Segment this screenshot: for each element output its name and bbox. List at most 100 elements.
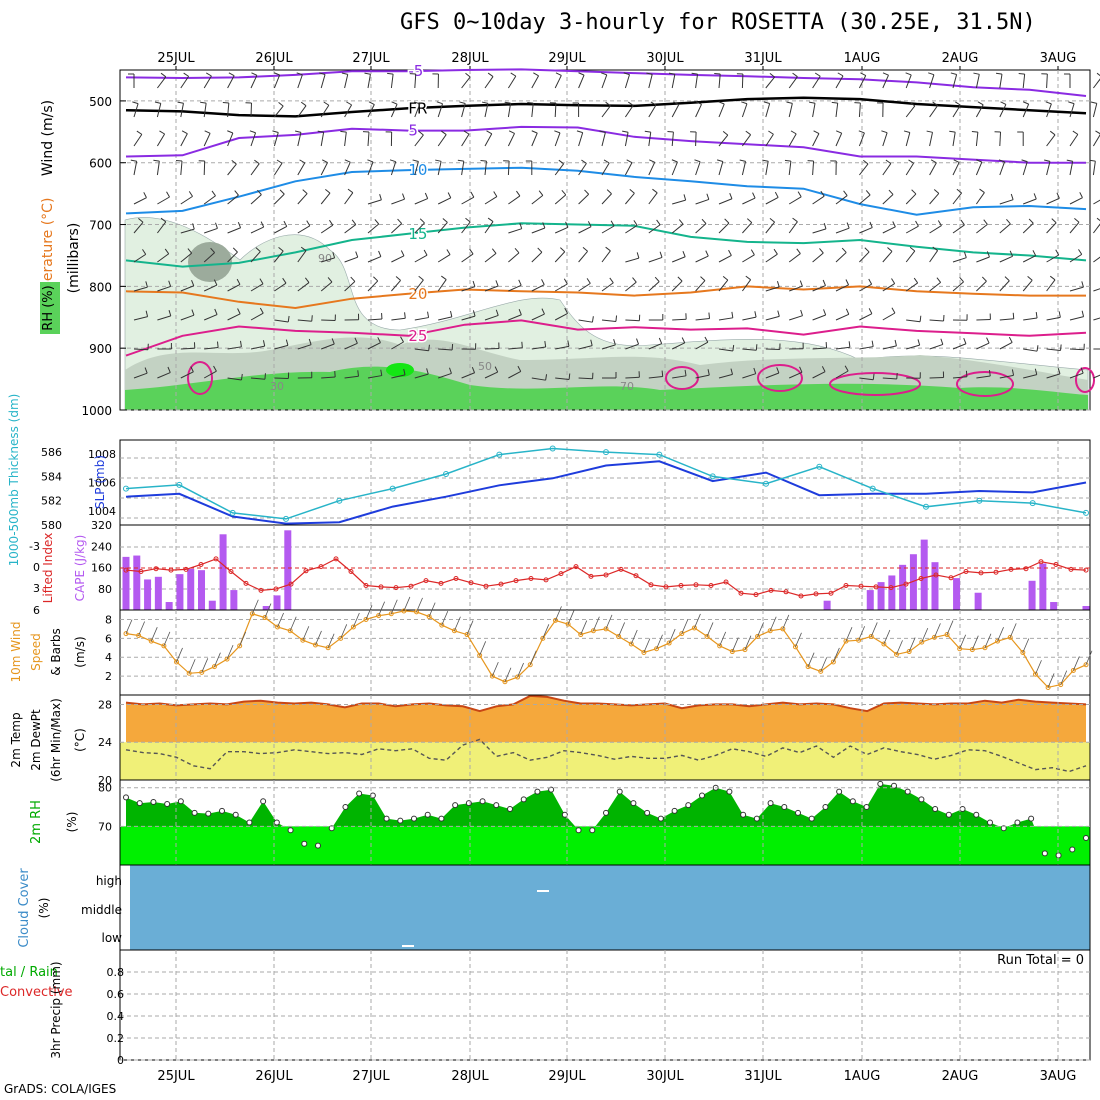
wind-barb-flag [470, 191, 475, 198]
wind-barb-shaft [554, 132, 561, 147]
wind-barb-flag [913, 277, 919, 284]
wind-barb-shaft [1046, 348, 1061, 351]
wind-barb-10m [908, 637, 916, 652]
wind-barb-flag [814, 72, 821, 77]
wind-barb-flag [1096, 217, 1100, 222]
wind-barb-shaft [788, 103, 793, 118]
wind-barb-shaft [625, 319, 640, 322]
wind-barb-10m [921, 627, 929, 643]
wind-barb-flag [491, 248, 497, 254]
wind-speed-point [843, 638, 849, 644]
wind-barb-shaft [952, 74, 958, 89]
wind-barb-shaft [484, 196, 498, 205]
wind-barb-flag [514, 247, 520, 254]
thickness-tick-label: 580 [41, 519, 62, 532]
wind-speed-point [350, 624, 356, 630]
rh2m-point [1069, 846, 1076, 853]
cape-bar [909, 554, 917, 610]
wind-barb-shaft [718, 198, 733, 205]
wind-barb-flag [582, 247, 588, 252]
wind-barb-shaft [648, 74, 653, 89]
wind-speed-point [224, 656, 230, 662]
wind-barb-flag [441, 130, 447, 135]
wind-barb-flag [300, 246, 307, 252]
wind-barb-shaft [578, 193, 590, 205]
cape-tick-label: 160 [91, 562, 112, 575]
wind-barb-flag [442, 218, 448, 223]
wind-barb-shaft [1069, 197, 1083, 205]
wind-barb-flag [868, 308, 873, 314]
wind-barb-shaft [929, 250, 939, 263]
wind-barb-shaft [882, 251, 893, 263]
wind-barb-flag [424, 192, 429, 199]
cape-bar [953, 578, 961, 610]
wind-barb-shaft [929, 132, 933, 147]
wind-barb-flag [533, 72, 539, 77]
wind-barb-shaft [297, 319, 312, 322]
wind-barb-flag [590, 339, 593, 346]
wind-barb-flag [658, 337, 663, 344]
wind-speed-point [666, 640, 672, 646]
wind-barb-10m [1035, 660, 1042, 675]
wind-barb-shaft [320, 74, 326, 89]
wind-barb-shaft [812, 314, 826, 321]
wind-barb-flag [402, 193, 406, 200]
wind-barb-shaft [157, 76, 167, 89]
wind-barb-flag [565, 221, 569, 228]
wind-barb-shaft [929, 162, 937, 176]
thickness-point [176, 481, 183, 488]
wind-barb-flag [568, 373, 571, 380]
wind-barb-10m [125, 619, 133, 634]
wind-barb-shaft [320, 132, 325, 147]
wind-barb-flag [858, 130, 865, 134]
wind-barb-shaft [484, 314, 499, 321]
wind-speed-point [148, 638, 154, 644]
thickness-axis-label: 1000-500mb Thickness (dm) [7, 394, 21, 567]
wind-barb-shaft [180, 195, 193, 205]
wind-barb-shaft [437, 197, 452, 205]
wind-barb-shaft [321, 376, 336, 379]
rh2m-point [891, 782, 897, 789]
wind-barb-flag [325, 188, 331, 194]
wind-barb-flag [615, 315, 618, 322]
wind-barb-shaft [578, 163, 587, 176]
wind-barb-flag [632, 277, 637, 283]
rh2m-point [548, 786, 555, 793]
wind-barb-flag [892, 221, 896, 228]
li-point [138, 569, 144, 574]
wind-barb-flag [346, 101, 352, 106]
wind-barb-flag [605, 246, 611, 252]
wind-barb-shaft [180, 371, 194, 379]
wind-barb-flag [367, 159, 374, 163]
wind-barb-shaft [273, 132, 279, 147]
wind-barb-shaft [835, 284, 849, 292]
wind-barb-flag [545, 374, 548, 381]
wind-barb-flag [644, 130, 651, 133]
wind-barb-shaft [835, 346, 850, 350]
wind-barb-shaft [718, 348, 733, 352]
wind-barb-shaft [461, 372, 475, 379]
wind-barb-10m [353, 612, 360, 628]
wind-barb-shaft [882, 226, 896, 234]
wind-barb-flag [379, 194, 382, 201]
wind-barb-shaft [531, 103, 534, 118]
wind-barb-flag [276, 159, 283, 164]
wind-barb-flag [294, 130, 302, 133]
wind-barb-flag [387, 72, 394, 75]
wind-barb-10m [264, 603, 272, 618]
li-point [228, 569, 234, 574]
wind-barb-flag [395, 276, 401, 281]
wind-barb-flag [264, 373, 266, 380]
cloud-gap-low [402, 945, 414, 947]
cape-bar [931, 562, 939, 610]
wind-barb-flag [786, 101, 793, 104]
wind-barb-shaft [975, 74, 980, 89]
wind-barb-flag [953, 159, 960, 163]
thickness-point [869, 485, 876, 492]
wind-barb-shaft [1092, 103, 1098, 118]
wind-barb-shaft [554, 75, 562, 89]
wind-barb-shaft [765, 133, 774, 147]
li-point [213, 556, 219, 562]
li-point [378, 584, 384, 590]
wind-barb-10m [593, 616, 600, 631]
